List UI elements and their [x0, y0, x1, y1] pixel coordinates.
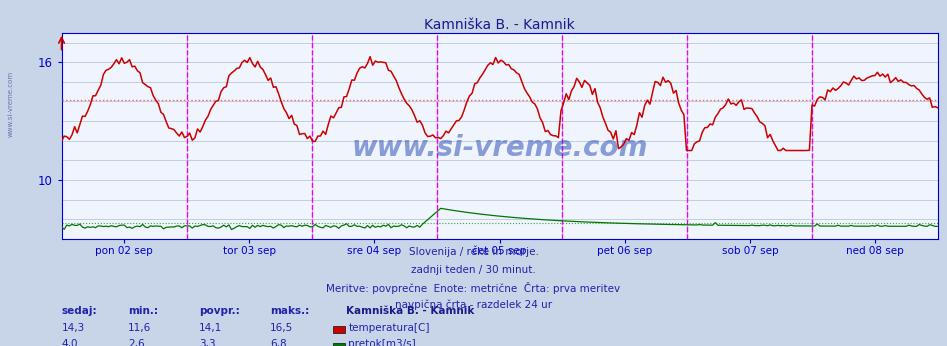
Text: 16,5: 16,5	[270, 323, 294, 333]
Text: Kamniška B. - Kamnik: Kamniška B. - Kamnik	[346, 306, 474, 316]
Text: pretok[m3/s]: pretok[m3/s]	[348, 339, 417, 346]
Text: www.si-vreme.com: www.si-vreme.com	[351, 134, 648, 162]
Text: 3,3: 3,3	[199, 339, 216, 346]
Text: 4,0: 4,0	[62, 339, 78, 346]
Text: www.si-vreme.com: www.si-vreme.com	[8, 71, 13, 137]
Text: 14,1: 14,1	[199, 323, 223, 333]
Title: Kamniška B. - Kamnik: Kamniška B. - Kamnik	[424, 18, 575, 32]
Text: 14,3: 14,3	[62, 323, 85, 333]
Text: Slovenija / reke in morje.: Slovenija / reke in morje.	[408, 247, 539, 257]
Text: navpična črta - razdelek 24 ur: navpična črta - razdelek 24 ur	[395, 299, 552, 310]
Text: 2,6: 2,6	[128, 339, 145, 346]
Text: zadnji teden / 30 minut.: zadnji teden / 30 minut.	[411, 265, 536, 275]
Text: 11,6: 11,6	[128, 323, 152, 333]
Text: sedaj:: sedaj:	[62, 306, 98, 316]
Text: povpr.:: povpr.:	[199, 306, 240, 316]
Text: 6,8: 6,8	[270, 339, 287, 346]
Text: min.:: min.:	[128, 306, 158, 316]
Text: maks.:: maks.:	[270, 306, 309, 316]
Text: Meritve: povprečne  Enote: metrične  Črta: prva meritev: Meritve: povprečne Enote: metrične Črta:…	[327, 282, 620, 294]
Text: temperatura[C]: temperatura[C]	[348, 323, 430, 333]
